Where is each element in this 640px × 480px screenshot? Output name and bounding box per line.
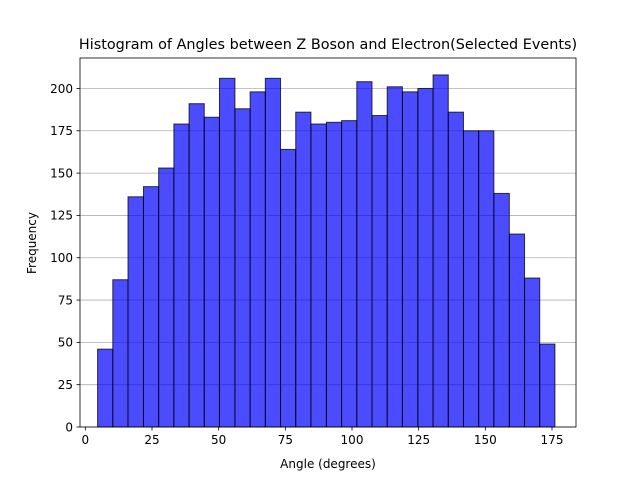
x-axis-ticks: 0 25 50 75 100 125 150 175 (82, 427, 564, 447)
histogram-bar (478, 130, 495, 428)
histogram-bar (539, 343, 556, 428)
histogram-bar (295, 111, 312, 428)
x-tick-label: 100 (341, 433, 364, 447)
y-tick-label: 200 (50, 82, 73, 96)
histogram-bar (341, 120, 358, 428)
histogram-bar (356, 81, 373, 428)
y-axis-ticks: 0 25 50 75 100 125 150 175 200 (50, 82, 80, 434)
histogram-bar (524, 277, 541, 428)
histogram-bar (447, 111, 464, 428)
x-tick-label: 125 (407, 433, 430, 447)
histogram-bar (264, 77, 282, 428)
axes (79, 57, 577, 428)
y-tick-label: 100 (50, 251, 73, 265)
x-tick-label: 150 (474, 433, 497, 447)
histogram-bar (325, 121, 343, 428)
histogram-bar (310, 123, 327, 428)
histogram-bar (417, 87, 434, 428)
y-tick-label: 0 (65, 420, 73, 434)
histogram-bar (188, 103, 205, 428)
histogram-bar (203, 116, 220, 428)
y-tick-label: 75 (58, 293, 73, 307)
histogram-bar (249, 91, 266, 428)
histogram-bar (173, 123, 190, 428)
y-tick-label: 25 (58, 378, 73, 392)
histogram-bar (280, 148, 297, 428)
histogram-bar (97, 348, 114, 428)
x-tick-label: 175 (541, 433, 564, 447)
histogram-bar (127, 196, 144, 428)
y-tick-label: 125 (50, 209, 73, 223)
x-tick-label: 75 (278, 433, 293, 447)
histogram-bar (386, 86, 403, 428)
histogram-bars (97, 74, 556, 428)
x-axis-label: Angle (degrees) (280, 457, 376, 471)
histogram-bar (432, 74, 449, 428)
histogram-bar (142, 186, 160, 428)
histogram-bar (508, 233, 526, 428)
histogram-bar (234, 108, 251, 428)
x-tick-label: 50 (211, 433, 226, 447)
histogram-bar (401, 91, 419, 428)
histogram-bar (158, 167, 175, 428)
chart-title: Histogram of Angles between Z Boson and … (79, 37, 577, 53)
histogram-bar (371, 115, 388, 428)
y-tick-label: 175 (50, 124, 73, 138)
x-tick-label: 25 (144, 433, 159, 447)
x-tick-label: 0 (82, 433, 90, 447)
plot-frame (79, 57, 577, 428)
histogram-bar (493, 192, 510, 428)
histogram-bar (218, 77, 236, 428)
y-tick-label: 150 (50, 166, 73, 180)
y-tick-label: 50 (58, 336, 73, 350)
y-axis-label: Frequency (25, 212, 39, 274)
histogram-bar (112, 279, 129, 428)
histogram-bar (462, 130, 480, 428)
